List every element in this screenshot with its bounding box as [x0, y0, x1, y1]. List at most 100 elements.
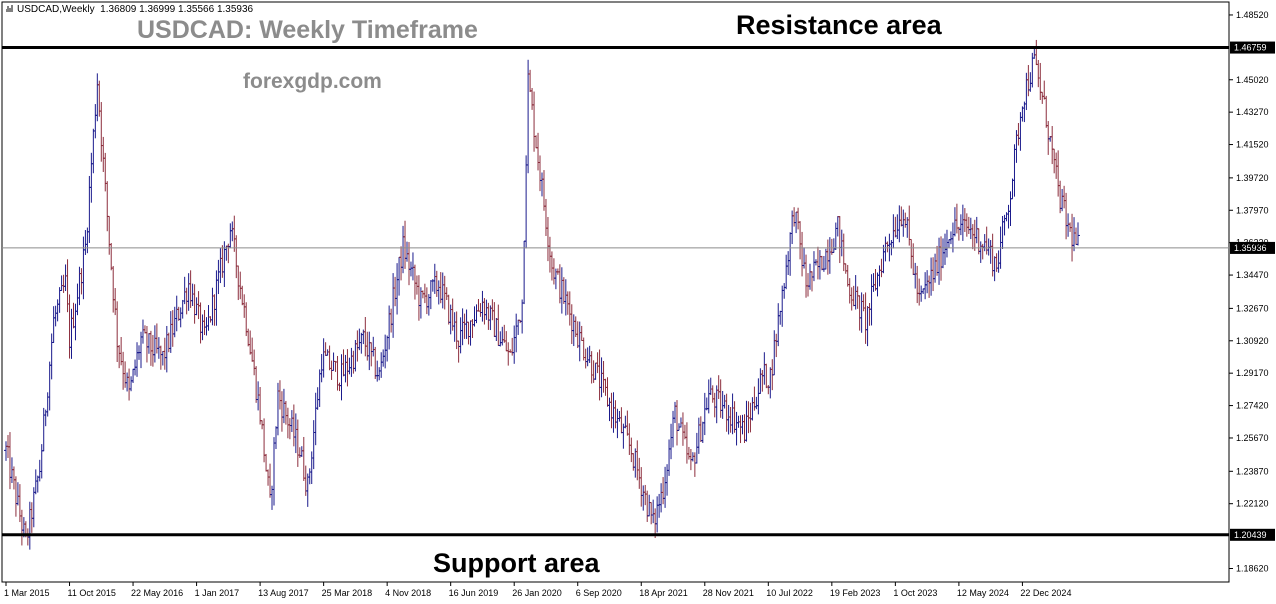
ohlc-bar — [978, 241, 983, 263]
ohlc-bar — [1066, 213, 1071, 237]
ohlc-bar — [281, 388, 286, 424]
ohlc-bar — [444, 287, 449, 301]
ohlc-bar — [686, 446, 691, 460]
ohlc-bar — [484, 299, 489, 320]
ohlc-bar — [113, 288, 118, 316]
ohlc-bar — [865, 306, 870, 347]
x-tick-label: 1 Jan 2017 — [195, 588, 240, 598]
ohlc-bar — [627, 423, 632, 455]
ohlc-bar — [31, 487, 36, 528]
price-tag-label: 1.20439 — [1234, 530, 1267, 540]
ohlc-bar — [794, 211, 799, 234]
ohlc-bar — [913, 262, 918, 289]
ohlc-bar — [248, 330, 253, 355]
ohlc-bar — [827, 237, 832, 274]
ohlc-bar — [176, 306, 181, 321]
ohlc-bar — [192, 284, 197, 324]
ohlc-bar — [1056, 150, 1061, 197]
ohlc-bar — [935, 245, 940, 276]
ohlc-bar — [154, 323, 159, 354]
ohlc-bar — [756, 378, 761, 415]
x-tick-label: 6 Sep 2020 — [576, 588, 622, 598]
ohlc-bar — [214, 270, 219, 326]
ohlc-bar — [387, 305, 392, 350]
ohlc-bar — [506, 342, 511, 366]
ohlc-bar — [718, 379, 723, 418]
ohlc-bar — [669, 423, 674, 460]
ohlc-bar — [75, 283, 80, 316]
ohlc-bar — [549, 251, 554, 281]
ohlc-bar — [279, 391, 284, 432]
ohlc-bar — [825, 239, 830, 275]
ohlc-bar — [768, 367, 773, 399]
ohlc-bar — [869, 274, 874, 326]
ohlc-bar — [639, 467, 644, 507]
ohlc-bar — [393, 276, 398, 307]
ohlc-bar — [680, 412, 685, 446]
ohlc-bar — [240, 285, 245, 306]
ohlc-bar — [915, 265, 920, 304]
ohlc-bar — [883, 236, 888, 262]
ohlc-bar — [780, 285, 785, 327]
ohlc-bar — [655, 496, 660, 533]
ohlc-bar — [605, 377, 610, 407]
ohlc-bar — [158, 345, 163, 370]
ohlc-bar — [561, 277, 566, 304]
ohlc-bar — [706, 379, 711, 414]
ohlc-bar — [702, 392, 707, 436]
ohlc-bar — [359, 332, 364, 354]
ohlc-bar — [355, 330, 360, 362]
ohlc-bar — [99, 102, 104, 162]
ohlc-bar — [774, 333, 779, 358]
ohlc-bar — [631, 453, 636, 471]
ohlc-bar — [41, 407, 46, 452]
y-tick-label: 1.48520 — [1236, 10, 1269, 20]
ohlc-bar — [933, 253, 938, 283]
ohlc-bar — [37, 459, 42, 482]
ohlc-bar — [855, 286, 860, 309]
ohlc-bar — [520, 299, 525, 334]
ohlc-bar — [1006, 204, 1011, 229]
ohlc-bar — [4, 441, 8, 461]
ohlc-bar — [315, 387, 320, 410]
ohlc-bar — [841, 233, 846, 272]
ohlc-bar — [885, 241, 890, 253]
ohlc-bar — [579, 325, 584, 342]
ohlc-bar — [73, 303, 78, 341]
ohlc-bar — [178, 307, 183, 328]
ohlc-bar — [798, 221, 803, 260]
ohlc-bar — [375, 360, 380, 382]
ohlc-bar — [196, 291, 201, 320]
ohlc-bar — [921, 288, 926, 294]
ohlc-bar — [1000, 215, 1005, 249]
y-tick-label: 1.23870 — [1236, 466, 1269, 476]
ohlc-bar — [575, 321, 580, 349]
ohlc-bar — [252, 349, 257, 376]
ohlc-bar — [698, 416, 703, 443]
ohlc-bar — [470, 319, 475, 339]
x-tick-label: 10 Jul 2022 — [766, 588, 813, 598]
ohlc-bar — [129, 376, 134, 392]
ohlc-bar — [700, 421, 705, 443]
ohlc-bar — [67, 294, 72, 359]
ohlc-bar — [91, 128, 96, 174]
ohlc-bar — [659, 483, 664, 513]
ohlc-bar — [236, 265, 241, 301]
ohlc-bar — [482, 298, 487, 325]
ohlc-bar — [438, 272, 443, 304]
x-tick-label: 12 May 2024 — [957, 588, 1009, 598]
ohlc-bar — [557, 264, 562, 304]
ohlc-bar — [105, 181, 110, 232]
ohlc-bar — [403, 220, 408, 269]
ohlc-bar — [307, 468, 312, 485]
ohlc-bar — [53, 305, 58, 327]
ohlc-bar — [61, 274, 66, 293]
ohlc-bar — [452, 312, 457, 342]
ohlc-bar — [291, 404, 296, 447]
ohlc-bar — [152, 325, 157, 363]
ohlc-bar — [708, 377, 713, 395]
ohlc-bar — [166, 332, 171, 353]
ohlc-bar — [792, 207, 797, 227]
ohlc-bar — [397, 256, 402, 296]
